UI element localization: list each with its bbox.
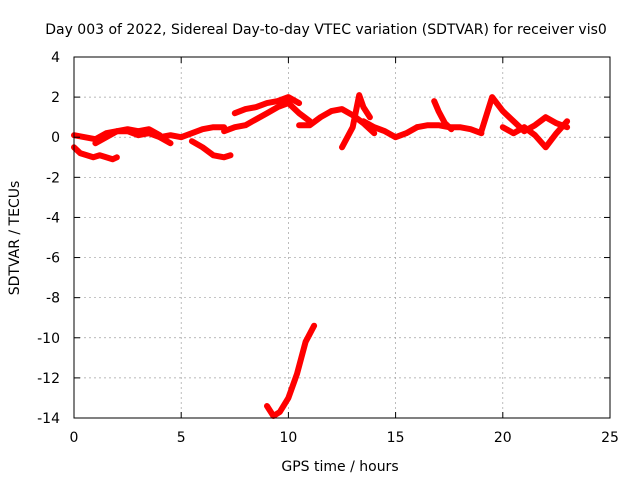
y-tick-label: -12: [37, 371, 60, 387]
data-series: [71, 92, 571, 419]
y-tick-label: 4: [51, 50, 60, 66]
x-tick-label: 5: [177, 430, 186, 446]
series-arc-7: [231, 94, 303, 117]
series-arc-3: [92, 126, 163, 147]
chart-title: Day 003 of 2022, Sidereal Day-to-day VTE…: [45, 22, 607, 38]
series-arc-9: [339, 92, 373, 151]
series-arc-1: [71, 144, 120, 163]
series-arc-13: [478, 94, 571, 135]
series-arc-12: [431, 98, 455, 133]
y-tick-label: -2: [46, 170, 60, 186]
y-tick-label: -10: [37, 331, 60, 347]
series-arc-4: [156, 124, 228, 141]
series-arc-6: [221, 100, 313, 135]
x-tick-label: 20: [494, 430, 512, 446]
series-arc-15: [264, 322, 318, 419]
axes: 0 5 10 15 20 25 -14 -12 -10 -8 -6 -4 -2 0 2 4: [37, 50, 619, 446]
grid-lines: [74, 57, 610, 418]
plot-frame: [73, 56, 611, 419]
series-arc-5: [188, 138, 234, 161]
y-tick-label: -14: [37, 411, 60, 427]
series-arc-10: [360, 118, 420, 141]
x-axis-title: GPS time / hours: [281, 459, 398, 475]
y-tick-label: -4: [46, 210, 60, 226]
series-arc-14: [499, 118, 571, 151]
y-tick-label: -8: [46, 291, 60, 307]
y-tick-label: 2: [51, 90, 60, 106]
x-tick-label: 25: [601, 430, 619, 446]
x-tick-label: 15: [387, 430, 405, 446]
y-axis-title: SDTVAR / TECUs: [7, 181, 23, 296]
x-tick-label: 10: [279, 430, 297, 446]
y-tick-label: 0: [51, 130, 60, 146]
x-tick-label: 0: [70, 430, 79, 446]
y-tick-label: -6: [46, 251, 60, 267]
